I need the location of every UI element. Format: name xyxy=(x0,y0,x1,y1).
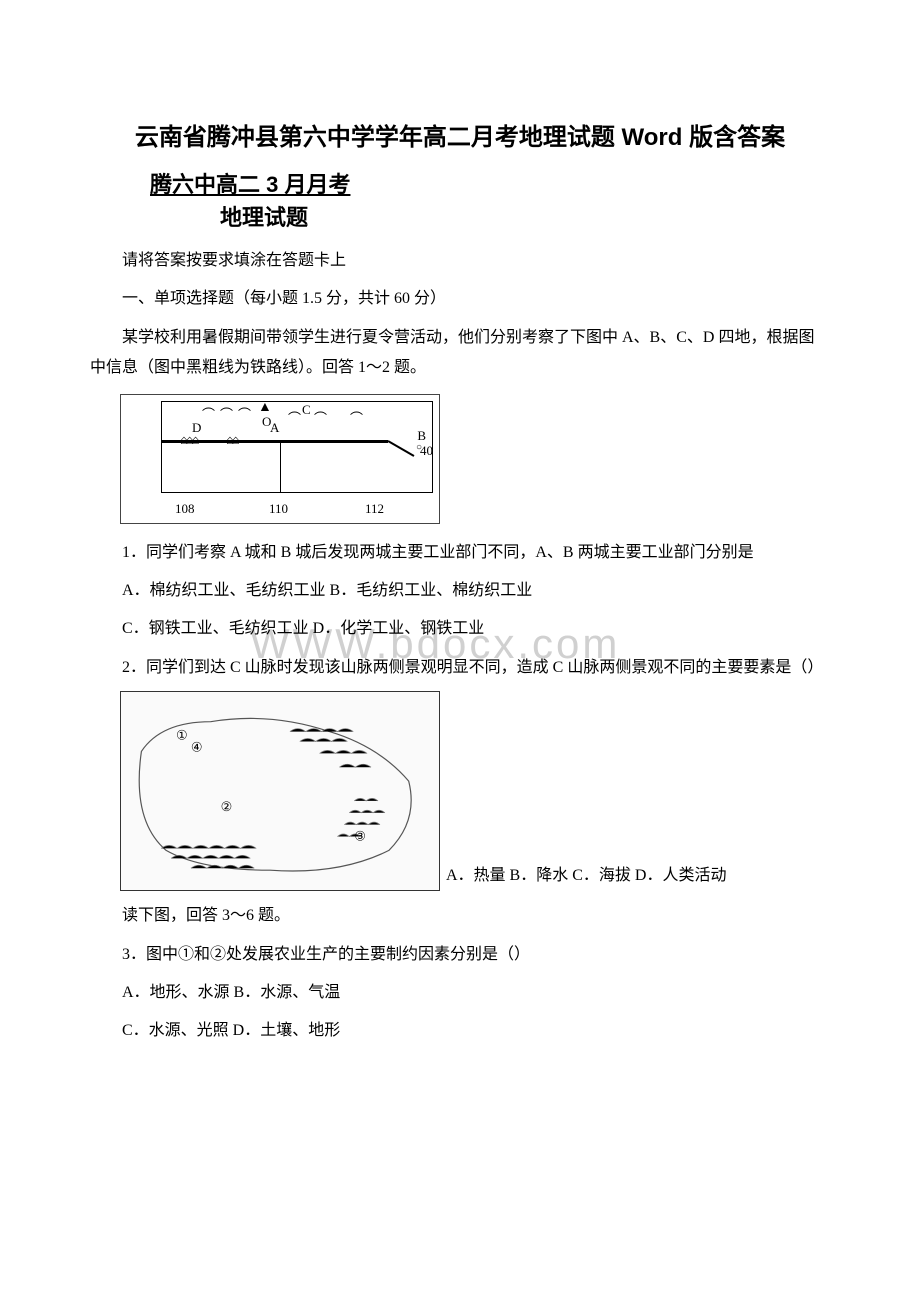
question-1: 1．同学们考察 A 城和 B 城后发现两城主要工业部门不同，A、B 两城主要工业… xyxy=(90,538,830,568)
main-title: 云南省腾冲县第六中学学年高二月考地理试题 Word 版含答案 xyxy=(90,120,830,156)
question-group-intro-1: 某学校利用暑假期间带领学生进行夏令营活动，他们分别考察了下图中 A、B、C、D … xyxy=(90,323,830,384)
question-2: 2．同学们到达 C 山脉时发现该山脉两侧景观明显不同，造成 C 山脉两侧景观不同… xyxy=(90,653,830,683)
point-a-label: A xyxy=(270,420,279,436)
point-c-label: C xyxy=(302,402,311,418)
map-point-4: ④ xyxy=(191,741,203,755)
mountain-hatch-ne xyxy=(290,729,371,768)
meridian-line xyxy=(280,440,281,492)
mountain-icon: ⌒ xyxy=(238,404,251,423)
sub-title-line2: 地理试题 xyxy=(90,201,830,234)
x-axis-label: 110 xyxy=(269,501,288,517)
x-axis-label: 108 xyxy=(175,501,195,517)
question-group-intro-2: 读下图，回答 3～6 题。 xyxy=(90,901,830,931)
map-point-3: ③ xyxy=(354,830,366,844)
instruction-text: 请将答案按要求填涂在答题卡上 xyxy=(90,246,830,276)
question-3-options-row2: C．水源、光照 D．土壤、地形 xyxy=(90,1016,830,1046)
mountain-icon: ⌒ xyxy=(288,408,301,427)
figure-1-frame: ⌒ ⌒ ⌒ ▲ O ⌒ C ⌒ ⌒ D A ⌂⌂⌂ ⌂⌂ B ○ xyxy=(161,401,433,493)
question-3-options-row1: A．地形、水源 B．水源、气温 xyxy=(90,978,830,1008)
document-body: 云南省腾冲县第六中学学年高二月考地理试题 Word 版含答案 腾六中高二 3 月… xyxy=(90,120,830,1047)
mountain-icon: ⌒ xyxy=(220,404,233,423)
figure-2-svg: ④ ② ③ ① xyxy=(121,692,439,890)
figure-2-map: ④ ② ③ ① xyxy=(120,691,440,891)
y-axis-label: 40 xyxy=(420,443,433,459)
rail-curve xyxy=(388,440,415,457)
sub-title-line1: 腾六中高二 3 月月考 xyxy=(90,168,830,201)
railroad-line xyxy=(162,440,388,443)
section-heading: 一、单项选择题（每小题 1.5 分，共计 60 分） xyxy=(90,284,830,314)
mountain-icon: ⌒ xyxy=(202,404,215,423)
question-3: 3．图中①和②处发展农业生产的主要制约因素分别是（） xyxy=(90,940,830,970)
question-1-options-row2: C．钢铁工业、毛纺织工业 D．化学工业、钢铁工业 xyxy=(90,614,830,644)
mountain-icon: ⌒ xyxy=(350,408,363,427)
x-axis-label: 112 xyxy=(365,501,384,517)
figure-1-map: ⌒ ⌒ ⌒ ▲ O ⌒ C ⌒ ⌒ D A ⌂⌂⌂ ⌂⌂ B ○ xyxy=(120,394,440,524)
map-point-1: ① xyxy=(176,729,188,743)
map-point-2: ② xyxy=(221,800,233,814)
question-1-options-row1: A．棉纺织工业、毛纺织工业 B．毛纺织工业、棉纺织工业 xyxy=(90,576,830,606)
question-2-options: A．热量 B．降水 C．海拔 D．人类活动 xyxy=(446,861,726,891)
mountain-icon: ⌒ xyxy=(314,408,327,427)
